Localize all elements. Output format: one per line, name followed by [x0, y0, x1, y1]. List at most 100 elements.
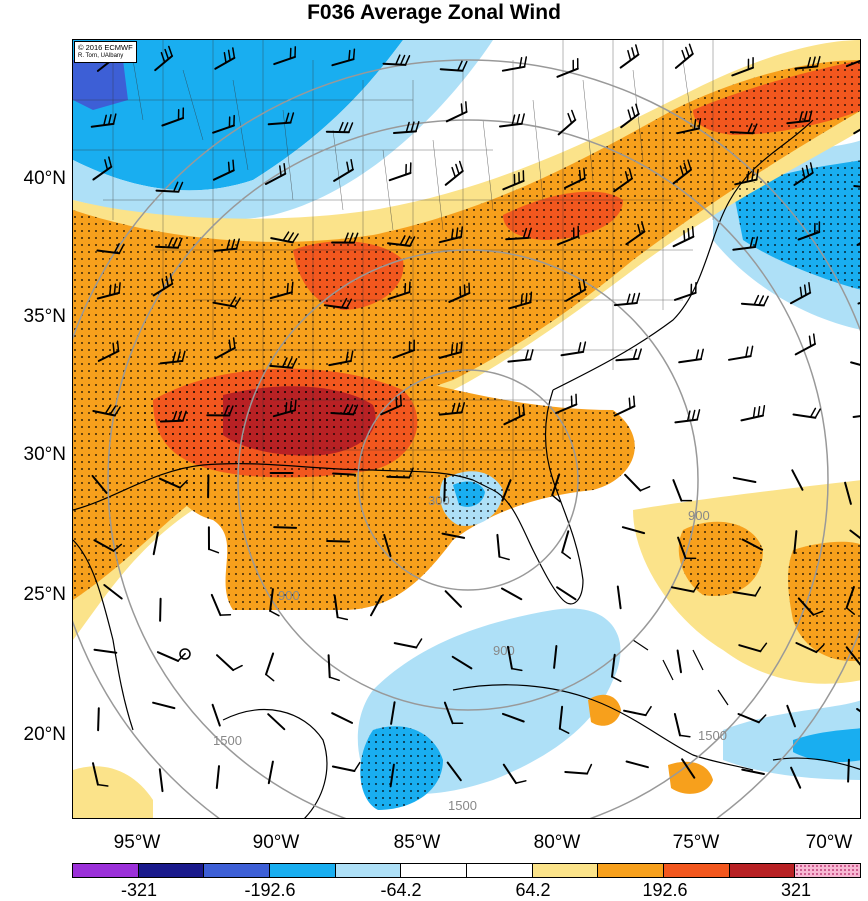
- lat-label: 20°N: [0, 724, 66, 746]
- wind-barb-feather: [330, 677, 340, 680]
- wind-barb-feather: [416, 639, 421, 648]
- map-title: F036 Average Zonal Wind: [0, 0, 868, 26]
- wind-barb: [269, 762, 273, 784]
- wind-barb-feather: [461, 104, 462, 114]
- wind-barb: [562, 352, 584, 355]
- positive-wind-small-pocket-south: [668, 762, 713, 794]
- lat-label: 40°N: [0, 168, 66, 190]
- wind-barb-feather: [229, 162, 230, 172]
- wind-barb: [792, 470, 802, 490]
- wind-barb-feather: [452, 345, 453, 355]
- ring-label: 900: [278, 588, 300, 603]
- wind-barb-feather: [287, 284, 288, 294]
- wind-barb-feather: [690, 44, 693, 54]
- wind-barb-feather: [209, 549, 218, 553]
- wind-barb: [615, 406, 635, 415]
- wind-barb-feather: [519, 407, 520, 417]
- wind-barb-feather: [810, 336, 811, 346]
- wind-barb-feather: [646, 707, 651, 716]
- wind-barb-feather: [758, 407, 759, 417]
- ring-label: 900: [493, 643, 515, 658]
- wind-barb-feather: [516, 781, 526, 783]
- wind-barb-feather: [636, 45, 639, 55]
- wind-barb-feather: [860, 662, 861, 665]
- yucatan: [223, 710, 327, 819]
- wind-barb: [444, 479, 445, 501]
- wind-barb-feather: [632, 294, 635, 304]
- wind-barb: [217, 766, 219, 788]
- wind-barb-feather: [270, 611, 279, 616]
- wind-barb: [851, 362, 861, 368]
- colorbar-swatch: [467, 864, 533, 877]
- wind-barb: [153, 703, 174, 708]
- wind-barb: [565, 772, 587, 774]
- lon-label: 90°W: [236, 832, 316, 854]
- wind-barb-feather: [583, 342, 585, 352]
- wind-barb-feather: [572, 111, 576, 120]
- wind-barb: [559, 120, 576, 134]
- ring-label: 300: [428, 493, 450, 508]
- wind-barb: [160, 599, 161, 621]
- wind-barb: [327, 132, 349, 133]
- wind-barb-feather: [754, 408, 755, 418]
- wind-barb-feather: [456, 343, 457, 353]
- wind-barb-feather: [520, 58, 522, 68]
- wind-barb: [158, 652, 178, 661]
- lon-label: 75°W: [656, 832, 736, 854]
- wind-barb-feather: [465, 285, 466, 295]
- wind-barb-feather: [338, 617, 348, 619]
- wind-barb-feather: [815, 409, 820, 418]
- lon-label: 95°W: [97, 832, 177, 854]
- colorbar-swatch: [336, 864, 402, 877]
- wind-barb-feather: [295, 400, 296, 410]
- wind-barb: [333, 474, 355, 475]
- wind-barb: [212, 595, 221, 615]
- wind-barb: [333, 767, 355, 772]
- wind-barb-feather: [354, 763, 359, 771]
- wind-barb: [217, 655, 233, 670]
- colorbar-swatch: [270, 864, 336, 877]
- credit-line: R. Torn, UAlbany: [78, 52, 133, 61]
- colorbar-swatch: [73, 864, 139, 877]
- wind-barb-feather: [114, 284, 115, 294]
- wind-barb: [731, 132, 753, 133]
- colorbar-label: -192.6: [230, 880, 310, 901]
- lon-label: 70°W: [790, 832, 868, 854]
- wind-barb-feather: [587, 765, 591, 774]
- colorbar-label: 192.6: [625, 880, 705, 901]
- wind-barb-feather: [697, 410, 699, 420]
- wind-barb-feather: [637, 293, 640, 303]
- colorbar: [72, 863, 861, 878]
- wind-barb: [213, 705, 220, 726]
- map-panel: 300 900 900 900 1500 1500 1500: [72, 39, 861, 819]
- colorbar-label: 64.2: [493, 880, 573, 901]
- wind-barb: [274, 527, 296, 528]
- wind-barb-feather: [290, 402, 291, 412]
- wind-barb: [675, 293, 696, 300]
- wind-barb-feather: [814, 334, 815, 344]
- colorbar-label: -321: [99, 880, 179, 901]
- wind-barb-feather: [634, 350, 637, 360]
- wind-barb: [616, 359, 638, 361]
- wind-barb-feather: [628, 51, 631, 61]
- wind-barb: [739, 714, 759, 722]
- wind-barb-feather: [684, 231, 685, 241]
- wind-barb-feather: [396, 397, 397, 407]
- wind-barb-feather: [640, 487, 649, 491]
- colorbar-swatch: [401, 864, 467, 877]
- wind-barb: [446, 591, 461, 607]
- wind-barb: [675, 420, 697, 423]
- wind-barb-feather: [746, 347, 748, 357]
- wind-barb: [503, 67, 525, 71]
- wind-barb-feather: [811, 408, 816, 417]
- wind-barb: [734, 478, 756, 482]
- wind-barb-feather: [531, 292, 532, 302]
- wind-barb: [502, 589, 521, 600]
- wind-barb-feather: [118, 341, 119, 351]
- wind-barb-feather: [580, 171, 581, 181]
- wind-barb: [332, 713, 352, 723]
- wind-barb-feather: [632, 107, 635, 117]
- wind-barb-feather: [525, 57, 527, 67]
- zonal-wind-map: 300 900 900 900 1500 1500 1500: [73, 40, 861, 819]
- wind-barb-feather: [266, 674, 274, 680]
